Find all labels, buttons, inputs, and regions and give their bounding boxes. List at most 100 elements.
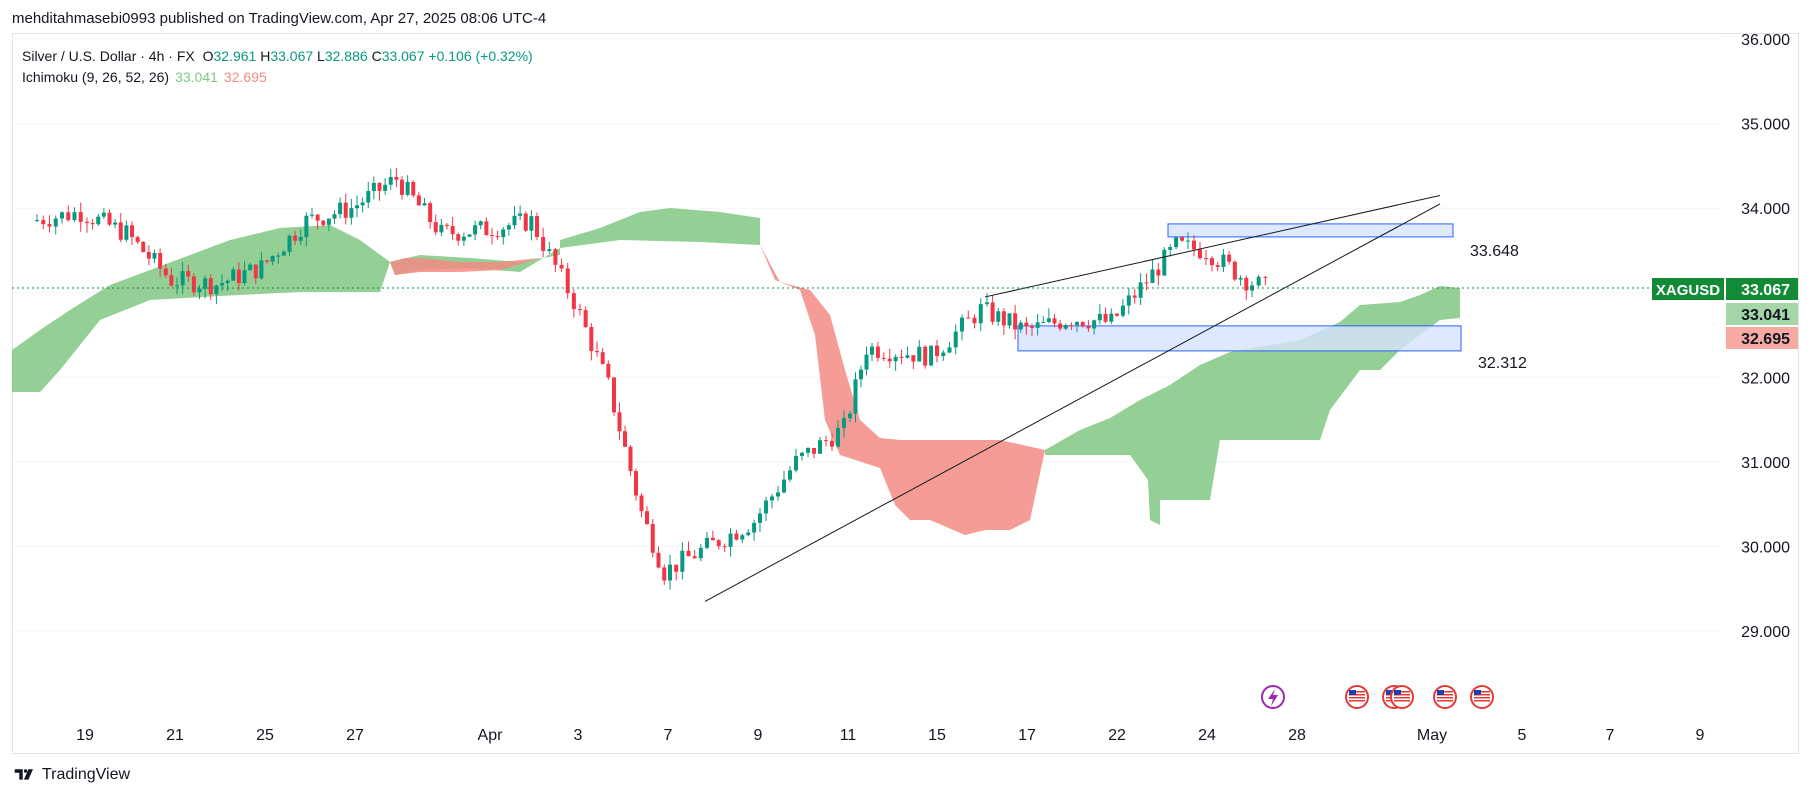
candle: [612, 377, 616, 416]
candle: [905, 346, 910, 359]
candle: [776, 486, 780, 501]
candle: [875, 342, 880, 362]
candle: [135, 235, 140, 245]
candle-body: [60, 212, 64, 219]
candle: [130, 221, 134, 245]
x-axis: 19 21 25 27 Apr 3 7 9 11 15 17 22 24 28 May 5 7 9: [76, 727, 1704, 744]
candle: [1192, 235, 1196, 257]
candle: [617, 402, 622, 440]
publisher-line: mehditahmasebi0993 published on TradingV…: [12, 10, 547, 27]
candle: [180, 261, 185, 295]
candle: [118, 213, 123, 243]
candle: [326, 218, 331, 231]
candle: [686, 541, 691, 557]
candle-body: [782, 479, 786, 493]
candle-body: [175, 285, 179, 287]
candle-body: [203, 278, 208, 289]
candle: [388, 169, 393, 190]
candle: [830, 432, 834, 452]
candle-body: [1227, 254, 1232, 262]
x-tick-label: 5: [1518, 727, 1527, 744]
candle-body: [966, 317, 971, 319]
candle: [60, 211, 64, 224]
candle-body: [411, 181, 416, 196]
candle: [332, 210, 337, 225]
candle: [1244, 275, 1249, 301]
candle-body: [506, 225, 511, 230]
candle-body: [501, 229, 506, 238]
candle-body: [146, 252, 151, 259]
candle-body: [875, 346, 880, 358]
candle: [1120, 298, 1125, 318]
legend[interactable]: Silver / U.S. Dollar · 4h · FX O32.961 H…: [22, 46, 533, 88]
candle: [47, 215, 52, 233]
x-tick-label: 7: [664, 727, 673, 744]
legend-row-indicator[interactable]: Ichimoku (9, 26, 52, 26) 33.041 32.695: [22, 67, 533, 88]
candle-body: [78, 212, 83, 222]
candle-body: [770, 496, 774, 501]
candle-body: [461, 236, 466, 241]
candle-body: [124, 225, 129, 240]
candle-body: [1221, 254, 1226, 267]
candle: [824, 435, 828, 447]
ichimoku-a-value: 33.041: [175, 69, 218, 85]
candle: [276, 252, 281, 264]
candle: [1215, 262, 1220, 272]
candle-body: [1035, 322, 1040, 328]
candle: [450, 216, 455, 240]
candle: [242, 261, 247, 286]
x-tick-label: 17: [1018, 727, 1036, 744]
candle: [848, 410, 852, 423]
candle: [1041, 316, 1046, 324]
candle: [985, 293, 989, 307]
candle: [400, 175, 404, 200]
price-zones: [1017, 223, 1462, 352]
candle-body: [972, 317, 977, 324]
candle: [589, 323, 594, 361]
candle: [41, 215, 46, 230]
candle: [1156, 263, 1161, 286]
candle-body: [662, 567, 667, 581]
candle-body: [326, 218, 331, 225]
x-tick-label: 28: [1288, 727, 1306, 744]
candle: [1232, 260, 1237, 282]
candle: [716, 538, 721, 550]
candle: [287, 234, 292, 256]
candle: [265, 259, 269, 265]
candle-body: [180, 271, 185, 286]
y-tick-label: 31.000: [1741, 455, 1790, 472]
candle: [293, 230, 298, 245]
candle-body: [985, 302, 989, 305]
candle-body: [960, 317, 964, 332]
candle-body: [101, 212, 106, 217]
candle-body: [899, 356, 904, 358]
candle-body: [923, 346, 928, 366]
candle-body: [740, 535, 745, 540]
candle: [72, 207, 77, 222]
support-zone-label: 32.312: [1478, 355, 1527, 372]
cloud-bull-segment: [1045, 286, 1460, 525]
candle-body: [716, 540, 721, 547]
flag-stripe: [1349, 694, 1365, 696]
footer-brand[interactable]: TradingView: [12, 766, 130, 784]
candle-body: [518, 213, 523, 216]
candle-body: [1115, 313, 1119, 316]
candle: [146, 245, 151, 266]
candle-body: [953, 331, 958, 348]
chart-frame[interactable]: [12, 33, 1799, 754]
candle: [225, 279, 230, 292]
candle-body: [806, 447, 810, 453]
close-value: 33.067: [381, 48, 425, 64]
flag-canton: [1349, 690, 1356, 695]
x-tick-label: 3: [574, 727, 583, 744]
candle-body: [600, 352, 605, 364]
candle-body: [541, 237, 546, 251]
x-tick-label: 11: [840, 727, 857, 744]
last-price-label: 33.067: [1741, 282, 1790, 299]
candle-body: [214, 285, 219, 295]
candle: [360, 197, 365, 213]
candle: [1168, 244, 1173, 257]
resistance-zone-label: 33.648: [1470, 243, 1519, 260]
candle-body: [343, 202, 348, 218]
